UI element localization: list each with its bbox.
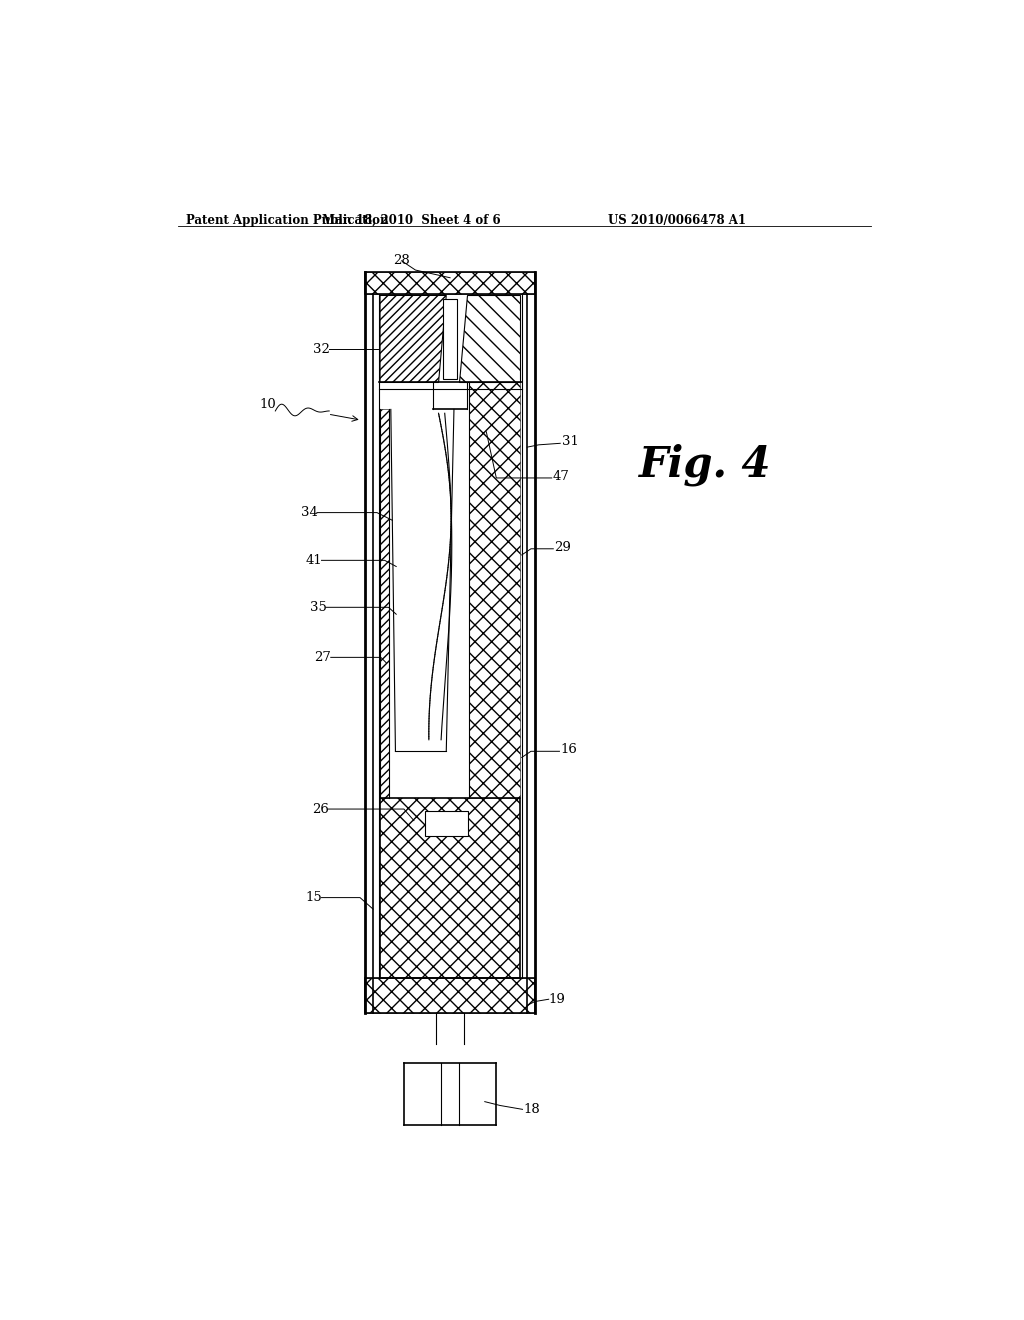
Bar bbox=[380, 797, 520, 978]
Bar bbox=[366, 272, 535, 294]
Text: 34: 34 bbox=[301, 506, 317, 519]
Text: 18: 18 bbox=[523, 1102, 540, 1115]
Text: 10: 10 bbox=[259, 399, 276, 412]
Text: 29: 29 bbox=[554, 541, 571, 554]
Text: 28: 28 bbox=[393, 255, 410, 268]
Text: 15: 15 bbox=[305, 891, 323, 904]
Text: 27: 27 bbox=[314, 651, 332, 664]
Bar bbox=[380, 409, 389, 797]
Text: 19: 19 bbox=[549, 993, 565, 1006]
Text: Mar. 18, 2010  Sheet 4 of 6: Mar. 18, 2010 Sheet 4 of 6 bbox=[323, 214, 501, 227]
Bar bbox=[443, 300, 457, 379]
Text: 47: 47 bbox=[553, 470, 569, 483]
Bar bbox=[366, 978, 535, 1014]
Bar bbox=[425, 812, 468, 836]
Bar bbox=[366, 978, 535, 1014]
Text: 16: 16 bbox=[560, 743, 578, 756]
Text: 32: 32 bbox=[313, 343, 330, 356]
Text: 26: 26 bbox=[312, 803, 329, 816]
Text: 35: 35 bbox=[310, 601, 327, 614]
Text: Fig. 4: Fig. 4 bbox=[639, 444, 771, 486]
Bar bbox=[391, 409, 454, 751]
Text: 31: 31 bbox=[562, 436, 579, 449]
Text: 41: 41 bbox=[305, 554, 323, 566]
Text: US 2010/0066478 A1: US 2010/0066478 A1 bbox=[608, 214, 745, 227]
Bar bbox=[469, 383, 520, 797]
Bar bbox=[366, 272, 535, 294]
Text: Patent Application Publication: Patent Application Publication bbox=[186, 214, 388, 227]
